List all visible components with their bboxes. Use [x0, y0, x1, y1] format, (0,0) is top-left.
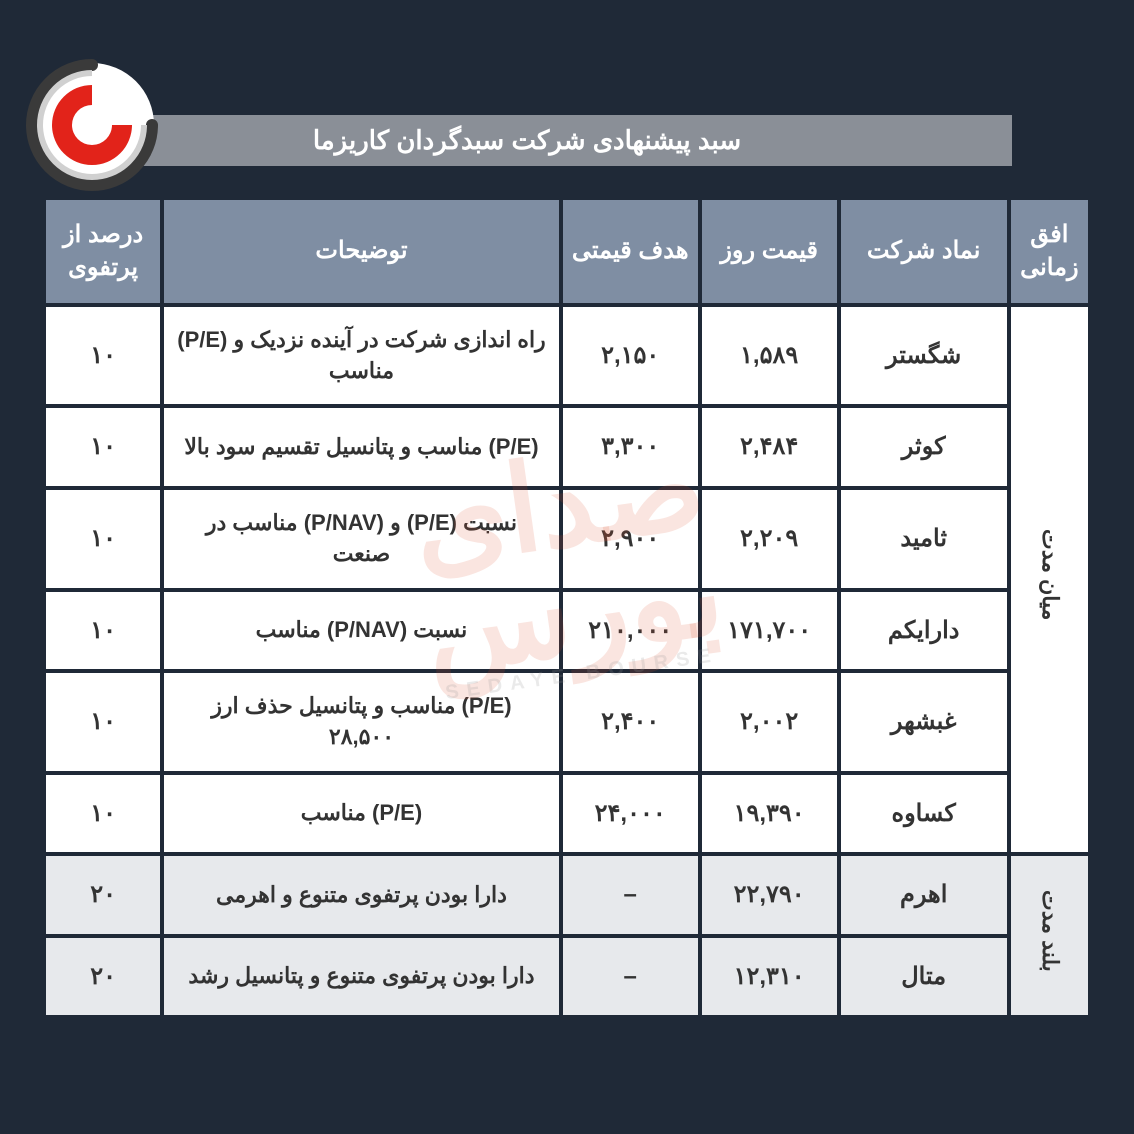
charisma-logo: [22, 55, 162, 195]
description-cell: نسبت (P/NAV) مناسب: [164, 592, 558, 670]
target-price-cell: ۲۱۰,۰۰۰: [563, 592, 698, 670]
description-cell: (P/E) مناسب و پتانسیل حذف ارز ۲۸,۵۰۰: [164, 673, 558, 771]
symbol-cell: کوثر: [841, 408, 1007, 486]
horizon-label: میان مدت: [1034, 529, 1065, 620]
table-row: غبشهر۲,۰۰۲۲,۴۰۰(P/E) مناسب و پتانسیل حذف…: [46, 673, 1088, 771]
portfolio-pct-cell: ۱۰: [46, 592, 160, 670]
description-cell: (P/E) مناسب: [164, 775, 558, 853]
symbol-cell: کساوه: [841, 775, 1007, 853]
table-row: بلند مدتاهرم۲۲,۷۹۰–دارا بودن پرتفوی متنو…: [46, 856, 1088, 934]
table-row: دارایکم۱۷۱,۷۰۰۲۱۰,۰۰۰نسبت (P/NAV) مناسب۱…: [46, 592, 1088, 670]
symbol-cell: شگستر: [841, 307, 1007, 405]
target-price-cell: ۳,۳۰۰: [563, 408, 698, 486]
table-row: کساوه۱۹,۳۹۰۲۴,۰۰۰(P/E) مناسب۱۰: [46, 775, 1088, 853]
symbol-cell: غبشهر: [841, 673, 1007, 771]
target-price-cell: ۲,۱۵۰: [563, 307, 698, 405]
portfolio-pct-cell: ۱۰: [46, 775, 160, 853]
target-price-cell: –: [563, 856, 698, 934]
target-price-cell: ۲,۴۰۰: [563, 673, 698, 771]
description-cell: راه اندازی شرکت در آینده نزدیک و (P/E) م…: [164, 307, 558, 405]
day-price-cell: ۲۲,۷۹۰: [702, 856, 837, 934]
day-price-cell: ۱,۵۸۹: [702, 307, 837, 405]
th-target-price: هدف قیمتی: [563, 200, 698, 303]
portfolio-pct-cell: ۲۰: [46, 856, 160, 934]
description-cell: دارا بودن پرتفوی متنوع و اهرمی: [164, 856, 558, 934]
portfolio-table: افق زمانی نماد شرکت قیمت روز هدف قیمتی ت…: [42, 196, 1092, 1020]
target-price-cell: ۲۴,۰۰۰: [563, 775, 698, 853]
th-portfolio-pct: درصد از پرتفوی: [46, 200, 160, 303]
portfolio-pct-cell: ۱۰: [46, 307, 160, 405]
table-row: کوثر۲,۴۸۴۳,۳۰۰(P/E) مناسب و پتانسیل تقسی…: [46, 408, 1088, 486]
symbol-cell: دارایکم: [841, 592, 1007, 670]
th-description: توضیحات: [164, 200, 558, 303]
portfolio-pct-cell: ۱۰: [46, 673, 160, 771]
th-horizon: افق زمانی: [1011, 200, 1088, 303]
day-price-cell: ۲,۲۰۹: [702, 490, 837, 588]
description-cell: نسبت (P/E) و (P/NAV) مناسب در صنعت: [164, 490, 558, 588]
horizon-cell: بلند مدت: [1011, 856, 1088, 1015]
target-price-cell: –: [563, 938, 698, 1016]
portfolio-pct-cell: ۱۰: [46, 408, 160, 486]
table-row: میان مدتشگستر۱,۵۸۹۲,۱۵۰راه اندازی شرکت د…: [46, 307, 1088, 405]
description-cell: دارا بودن پرتفوی متنوع و پتانسیل رشد: [164, 938, 558, 1016]
horizon-label: بلند مدت: [1034, 890, 1065, 972]
th-day-price: قیمت روز: [702, 200, 837, 303]
description-cell: (P/E) مناسب و پتانسیل تقسیم سود بالا: [164, 408, 558, 486]
table-header-row: افق زمانی نماد شرکت قیمت روز هدف قیمتی ت…: [46, 200, 1088, 303]
portfolio-pct-cell: ۱۰: [46, 490, 160, 588]
portfolio-container: سبد پیشنهادی شرکت سبدگردان کاریزما صدای …: [42, 115, 1092, 1020]
table-row: ثامید۲,۲۰۹۲,۹۰۰نسبت (P/E) و (P/NAV) مناس…: [46, 490, 1088, 588]
day-price-cell: ۲,۰۰۲: [702, 673, 837, 771]
target-price-cell: ۲,۹۰۰: [563, 490, 698, 588]
horizon-cell: میان مدت: [1011, 307, 1088, 853]
day-price-cell: ۱۲,۳۱۰: [702, 938, 837, 1016]
symbol-cell: متال: [841, 938, 1007, 1016]
symbol-cell: ثامید: [841, 490, 1007, 588]
table-row: متال۱۲,۳۱۰–دارا بودن پرتفوی متنوع و پتان…: [46, 938, 1088, 1016]
day-price-cell: ۱۷۱,۷۰۰: [702, 592, 837, 670]
title-bar: سبد پیشنهادی شرکت سبدگردان کاریزما: [42, 115, 1012, 166]
th-symbol: نماد شرکت: [841, 200, 1007, 303]
day-price-cell: ۲,۴۸۴: [702, 408, 837, 486]
symbol-cell: اهرم: [841, 856, 1007, 934]
day-price-cell: ۱۹,۳۹۰: [702, 775, 837, 853]
portfolio-pct-cell: ۲۰: [46, 938, 160, 1016]
